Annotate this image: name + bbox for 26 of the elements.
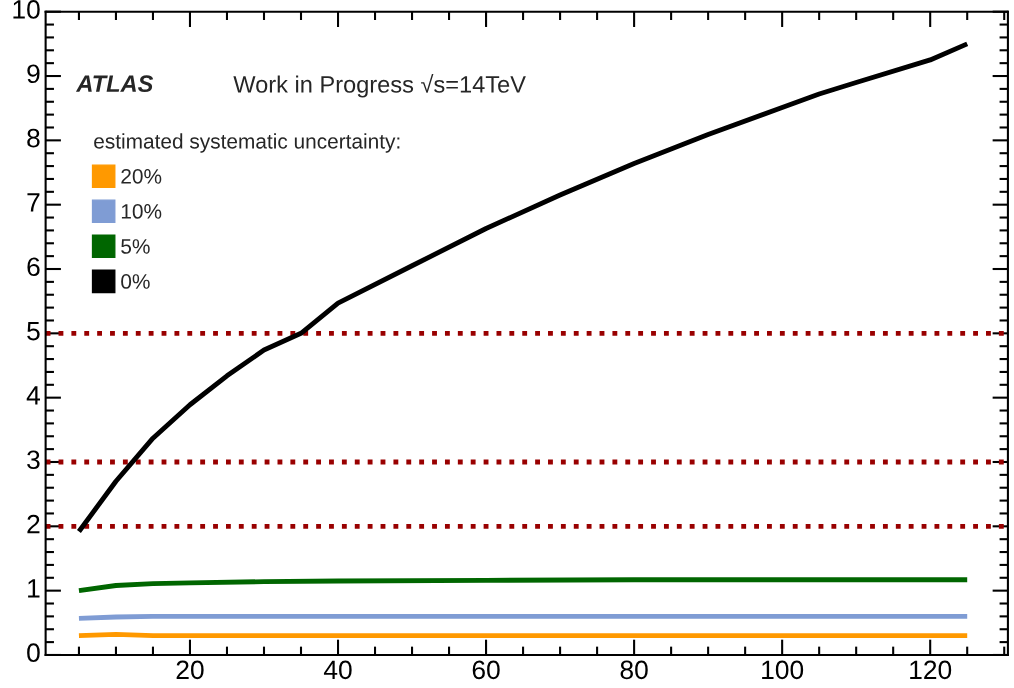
line-series [76, 577, 970, 594]
x-tick-label: 120 [910, 660, 952, 680]
y-tick-label: 9 [27, 64, 40, 84]
y-tick-label: 4 [26, 386, 40, 405]
y-tick-label: 2 [27, 514, 40, 534]
y-tick-label: 3 [27, 450, 40, 470]
legend-label: 5% [121, 239, 150, 254]
legend-label: 10% [121, 204, 162, 219]
y-tick-label: 6 [27, 257, 40, 277]
y-tick-label: 8 [27, 128, 40, 148]
y-tick-label: 1 [28, 579, 40, 598]
annotation: Work in Progress √s=14TeV [233, 73, 526, 98]
annotation: ATLAS [75, 75, 154, 93]
y-tick-label: 10 [13, 0, 40, 19]
legend-label: 0% [121, 274, 150, 289]
legend-label: 20% [121, 168, 162, 184]
x-tick-label: 100 [762, 660, 804, 680]
x-tick-label: 80 [620, 660, 648, 680]
y-tick-label: 0 [27, 643, 40, 663]
y-tick-label: 7 [27, 193, 40, 212]
x-tick-label: 20 [176, 660, 204, 680]
x-tick-label: 60 [472, 660, 500, 680]
x-tick-label: 40 [323, 660, 352, 680]
y-tick-label: 5 [27, 322, 40, 341]
legend-title: estimated systematic uncertainty: [94, 133, 400, 153]
line-series [76, 41, 970, 534]
